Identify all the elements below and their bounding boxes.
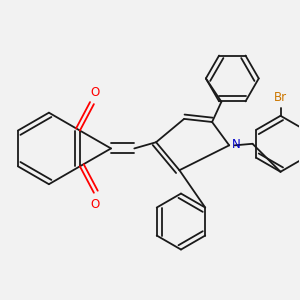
Text: N: N [232,138,240,151]
Text: O: O [91,86,100,99]
Text: Br: Br [274,91,287,104]
Text: O: O [91,198,100,211]
